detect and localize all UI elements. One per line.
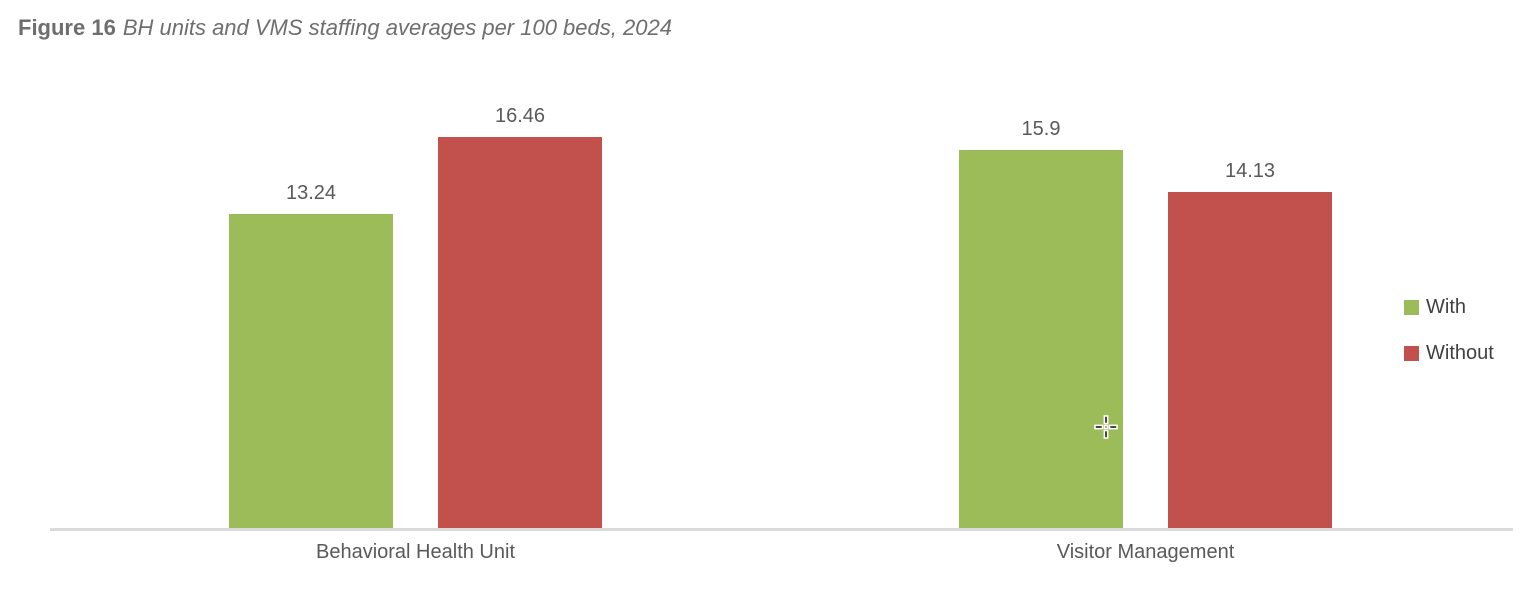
- figure-caption: BH units and VMS staffing averages per 1…: [122, 15, 672, 40]
- chart-legend: With Without: [1404, 296, 1494, 388]
- value-label: 14.13: [1224, 160, 1276, 182]
- legend-label: Without: [1426, 341, 1494, 364]
- figure-number: Figure 16: [18, 15, 116, 40]
- legend-swatch-icon: [1404, 299, 1419, 315]
- category-label: Visitor Management: [1056, 541, 1235, 563]
- legend-label: With: [1426, 295, 1466, 318]
- value-label: 13.24: [285, 182, 337, 204]
- legend-swatch-icon: [1404, 345, 1419, 361]
- figure-title: Figure 16 BH units and VMS staffing avera…: [18, 15, 672, 41]
- bar-without-1: [1168, 192, 1332, 529]
- legend-item-with: With: [1404, 296, 1494, 318]
- bar-without-0: [438, 137, 602, 529]
- legend-item-without: Without: [1404, 342, 1494, 364]
- category-label: Behavioral Health Unit: [316, 541, 515, 563]
- value-label: 15.9: [1021, 118, 1061, 140]
- bar-with-1: [959, 150, 1123, 529]
- bar-with-0: [229, 214, 393, 529]
- value-label: 16.46: [494, 105, 546, 127]
- x-axis-line: [50, 528, 1513, 531]
